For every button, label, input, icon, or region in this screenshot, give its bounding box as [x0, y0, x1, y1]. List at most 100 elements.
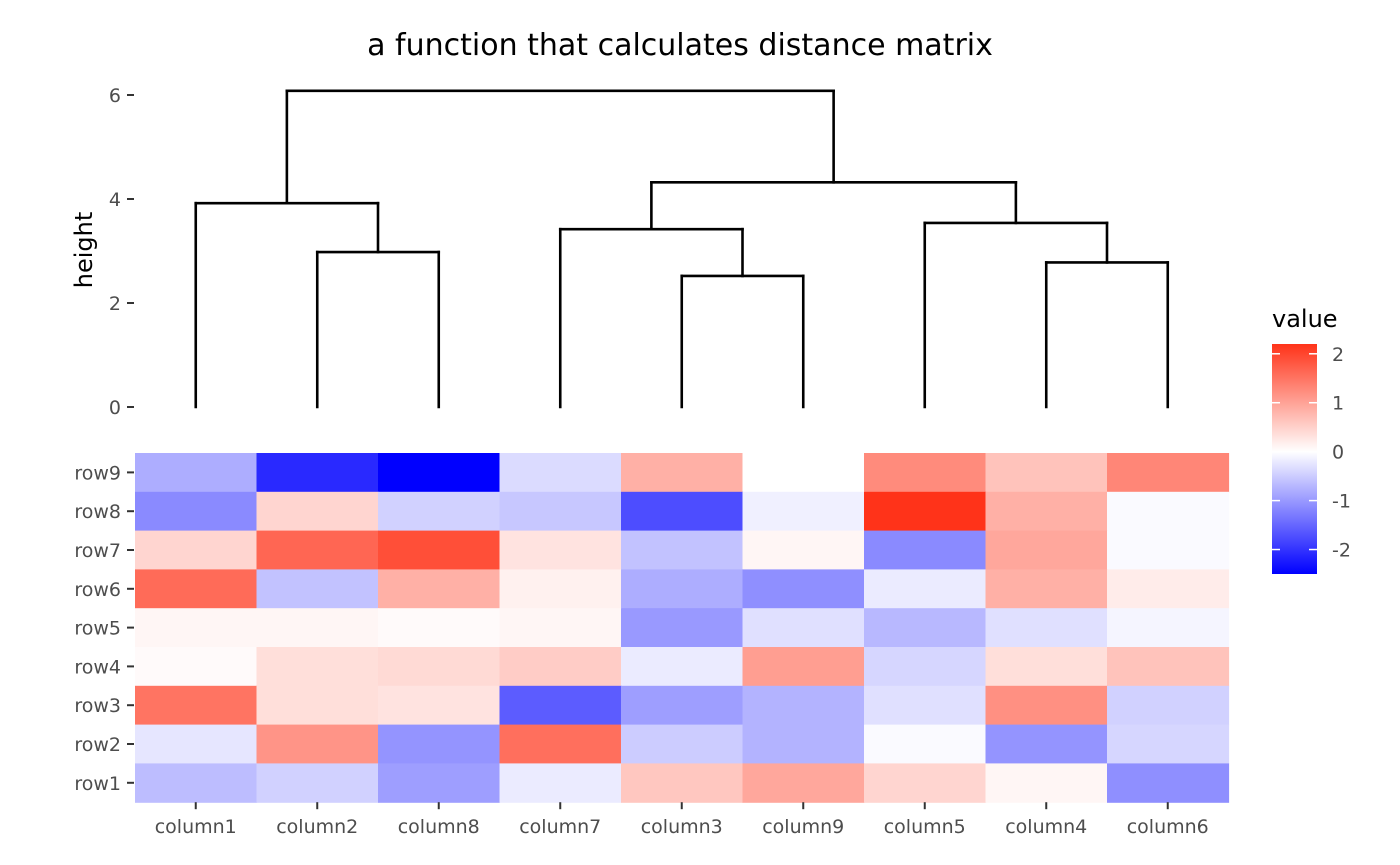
- heatmap-cell-row5-column5: [864, 608, 987, 648]
- heatmap-cell-row7-column3: [621, 530, 744, 570]
- heatmap-cell-row1-column4: [985, 763, 1108, 803]
- heatmap-cell-row6-column3: [621, 569, 744, 609]
- legend-label: 2: [1332, 344, 1344, 366]
- dendrogram-y-axis: 0 2 4 6: [109, 85, 134, 419]
- heatmap-cell-row6-column1: [135, 569, 258, 609]
- column-label-column5: column5: [884, 816, 966, 838]
- row-label-row8: row8: [74, 501, 121, 523]
- heatmap-cell-row8-column7: [499, 491, 622, 532]
- heatmap-cell-row7-column2: [256, 530, 379, 570]
- heatmap-cell-row1-column8: [378, 763, 501, 803]
- heatmap-cell-row7-column5: [864, 530, 987, 570]
- heatmap-cell-row9-column4: [985, 453, 1108, 493]
- dendrogram-y-axis-title: height: [70, 212, 98, 289]
- heatmap-cell-row8-column5: [864, 491, 987, 532]
- heatmap-cell-row4-column9: [742, 647, 865, 687]
- legend-label: -2: [1332, 540, 1351, 562]
- heatmap-cell-row6-column6: [1107, 569, 1230, 609]
- heatmap-cell-row6-column8: [378, 569, 501, 609]
- heatmap-cell-row5-column2: [256, 608, 379, 648]
- heatmap-cell-row5-column7: [499, 608, 622, 648]
- heatmap-cell-row9-column9: [742, 453, 865, 493]
- column-axis: column1 column2 column8 column7 column3 colum…: [155, 802, 1209, 838]
- heatmap-cell-row4-column7: [499, 647, 622, 687]
- column-label-column4: column4: [1005, 816, 1087, 838]
- heatmap-cell-row5-column3: [621, 608, 744, 648]
- heatmap-cell-row8-column6: [1107, 491, 1230, 532]
- row-label-row7: row7: [74, 540, 121, 562]
- heatmap-cell-row7-column9: [742, 530, 865, 570]
- heatmap-cell-row2-column2: [256, 724, 379, 764]
- heatmap-cell-row5-column1: [135, 608, 258, 648]
- heatmap-cell-row2-column1: [135, 724, 258, 764]
- heatmap-cell-row4-column8: [378, 647, 501, 687]
- heatmap-cell-row6-column7: [499, 569, 622, 609]
- heatmap-cell-row2-column4: [985, 724, 1108, 764]
- column-label-column7: column7: [519, 816, 601, 838]
- heatmap-cell-row4-column5: [864, 647, 987, 687]
- heatmap-cell-row5-column6: [1107, 608, 1230, 648]
- heatmap-cell-row7-column6: [1107, 530, 1230, 570]
- heatmap-cell-row3-column7: [499, 685, 622, 726]
- heatmap-cell-row3-column8: [378, 685, 501, 726]
- heatmap-cell-row6-column4: [985, 569, 1108, 609]
- heatmap-cell-row4-column3: [621, 647, 744, 687]
- row-label-row2: row2: [74, 734, 121, 756]
- row-label-row5: row5: [74, 618, 121, 640]
- heatmap-cell-row4-column2: [256, 647, 379, 687]
- row-label-row9: row9: [74, 462, 121, 484]
- row-axis: row9 row8 row7 row6 row5 row4 row3 row2 row1: [74, 462, 134, 795]
- row-label-row1: row1: [74, 773, 121, 795]
- heatmap-cell-row9-column1: [135, 453, 258, 493]
- heatmap-cell-row3-column5: [864, 685, 987, 726]
- heatmap-cell-row9-column6: [1107, 453, 1230, 493]
- dendrogram: [194, 89, 1170, 409]
- heatmap-cell-row4-column6: [1107, 647, 1230, 687]
- heatmap-cell-row2-column3: [621, 724, 744, 764]
- legend-label: -1: [1332, 491, 1351, 513]
- dendrogram-y-tick-label: 6: [109, 85, 121, 107]
- heatmap-cell-row7-column1: [135, 530, 258, 570]
- heatmap-cell-row3-column1: [135, 685, 258, 726]
- heatmap-cell-row5-column9: [742, 608, 865, 648]
- heatmap-cell-row1-column7: [499, 763, 622, 803]
- heatmap-cell-row2-column6: [1107, 724, 1230, 764]
- heatmap-cell-row8-column8: [378, 491, 501, 532]
- heatmap-cell-row2-column7: [499, 724, 622, 764]
- heatmap-cell-row7-column8: [378, 530, 501, 570]
- chart-title: a function that calculates distance matr…: [367, 28, 993, 63]
- column-label-column2: column2: [276, 816, 358, 838]
- heatmap-cell-row2-column8: [378, 724, 501, 764]
- heatmap-cell-row1-column9: [742, 763, 865, 803]
- heatmap-cell-row3-column9: [742, 685, 865, 726]
- heatmap-cell-row4-column4: [985, 647, 1108, 687]
- heatmap-cell-row8-column4: [985, 491, 1108, 532]
- heatmap-cell-row8-column1: [135, 491, 258, 532]
- heatmap-cell-row8-column3: [621, 491, 744, 532]
- heatmap-cell-row6-column2: [256, 569, 379, 609]
- heatmap-cell-row3-column2: [256, 685, 379, 726]
- row-label-row3: row3: [74, 695, 121, 717]
- legend-colorbar: [1272, 344, 1317, 574]
- heatmap-grid: [135, 453, 1230, 803]
- column-label-column1: column1: [155, 816, 237, 838]
- heatmap-cell-row1-column6: [1107, 763, 1230, 803]
- heatmap-cell-row4-column1: [135, 647, 258, 687]
- legend-title: value: [1272, 305, 1338, 333]
- column-label-column3: column3: [641, 816, 723, 838]
- column-label-column6: column6: [1127, 816, 1209, 838]
- column-label-column8: column8: [398, 816, 480, 838]
- column-label-column9: column9: [762, 816, 844, 838]
- heatmap-cell-row9-column2: [256, 453, 379, 493]
- heatmap-cell-row9-column8: [378, 453, 501, 493]
- heatmap-cell-row9-column7: [499, 453, 622, 493]
- heatmap-cell-row2-column5: [864, 724, 987, 764]
- heatmap-cell-row7-column4: [985, 530, 1108, 570]
- heatmap-cell-row3-column3: [621, 685, 744, 726]
- color-legend: value 2 1 0 -1 -2: [1272, 305, 1351, 574]
- legend-label: 0: [1332, 442, 1344, 464]
- heatmap-cell-row7-column7: [499, 530, 622, 570]
- heatmap-cell-row8-column2: [256, 491, 379, 532]
- heatmap-cell-row1-column2: [256, 763, 379, 803]
